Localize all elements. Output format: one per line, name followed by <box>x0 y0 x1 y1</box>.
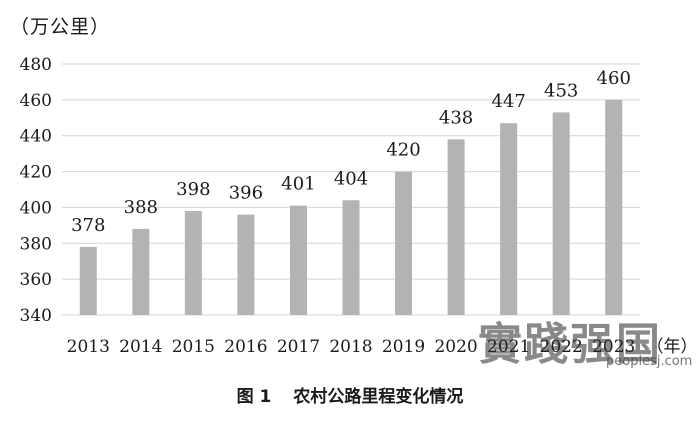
data-label: 388 <box>124 197 158 218</box>
data-label: 396 <box>229 183 263 204</box>
x-tick-label: 2023 <box>592 337 635 357</box>
figure-number: 图 1 <box>236 387 272 407</box>
data-label: 420 <box>386 140 420 161</box>
y-tick-label: 440 <box>20 127 52 147</box>
figure-title: 农村公路里程变化情况 <box>293 387 464 407</box>
bar <box>552 112 570 316</box>
bar <box>500 123 518 316</box>
data-label: 438 <box>439 107 473 128</box>
y-tick-label: 340 <box>20 306 52 326</box>
bar <box>79 246 97 315</box>
x-tick-label: 2017 <box>277 337 320 357</box>
x-tick-label: 2020 <box>434 337 477 357</box>
data-label: 404 <box>334 168 368 189</box>
x-tick-label: 2014 <box>119 337 162 357</box>
bar <box>289 205 307 315</box>
data-label: 453 <box>544 80 578 101</box>
y-axis-unit-label: （万公里） <box>10 16 111 38</box>
data-label: 398 <box>176 179 210 200</box>
x-tick-label: 2021 <box>487 337 530 357</box>
x-axis-unit-label: （年） <box>647 337 698 357</box>
y-tick-label: 480 <box>20 55 52 75</box>
bar <box>395 171 413 315</box>
bar <box>342 200 360 315</box>
data-label: 378 <box>71 215 105 236</box>
figure-caption: 图 1 农村公路里程变化情况 <box>0 382 700 407</box>
data-label: 401 <box>281 174 315 195</box>
bar <box>132 228 150 315</box>
x-tick-label: 2019 <box>382 337 425 357</box>
watermark-logo: 實踐强国 peoplesj.com <box>478 308 692 378</box>
y-tick-label: 460 <box>20 91 52 111</box>
watermark-url: peoplesj.com <box>606 354 693 369</box>
x-tick-label: 2013 <box>67 337 110 357</box>
y-tick-label: 380 <box>20 234 52 254</box>
bar <box>237 214 255 315</box>
y-tick-label: 360 <box>20 270 52 290</box>
y-tick-label: 400 <box>20 198 52 218</box>
watermark-text: 實踐强国 <box>478 319 662 370</box>
x-tick-label: 2018 <box>329 337 372 357</box>
bar <box>447 139 465 315</box>
x-tick-label: 2016 <box>224 337 267 357</box>
data-label: 460 <box>597 68 631 89</box>
bar <box>605 99 623 315</box>
bar <box>184 211 202 315</box>
x-tick-label: 2022 <box>540 337 583 357</box>
y-tick-label: 420 <box>20 163 52 183</box>
x-tick-label: 2015 <box>172 337 215 357</box>
data-label: 447 <box>491 91 525 112</box>
